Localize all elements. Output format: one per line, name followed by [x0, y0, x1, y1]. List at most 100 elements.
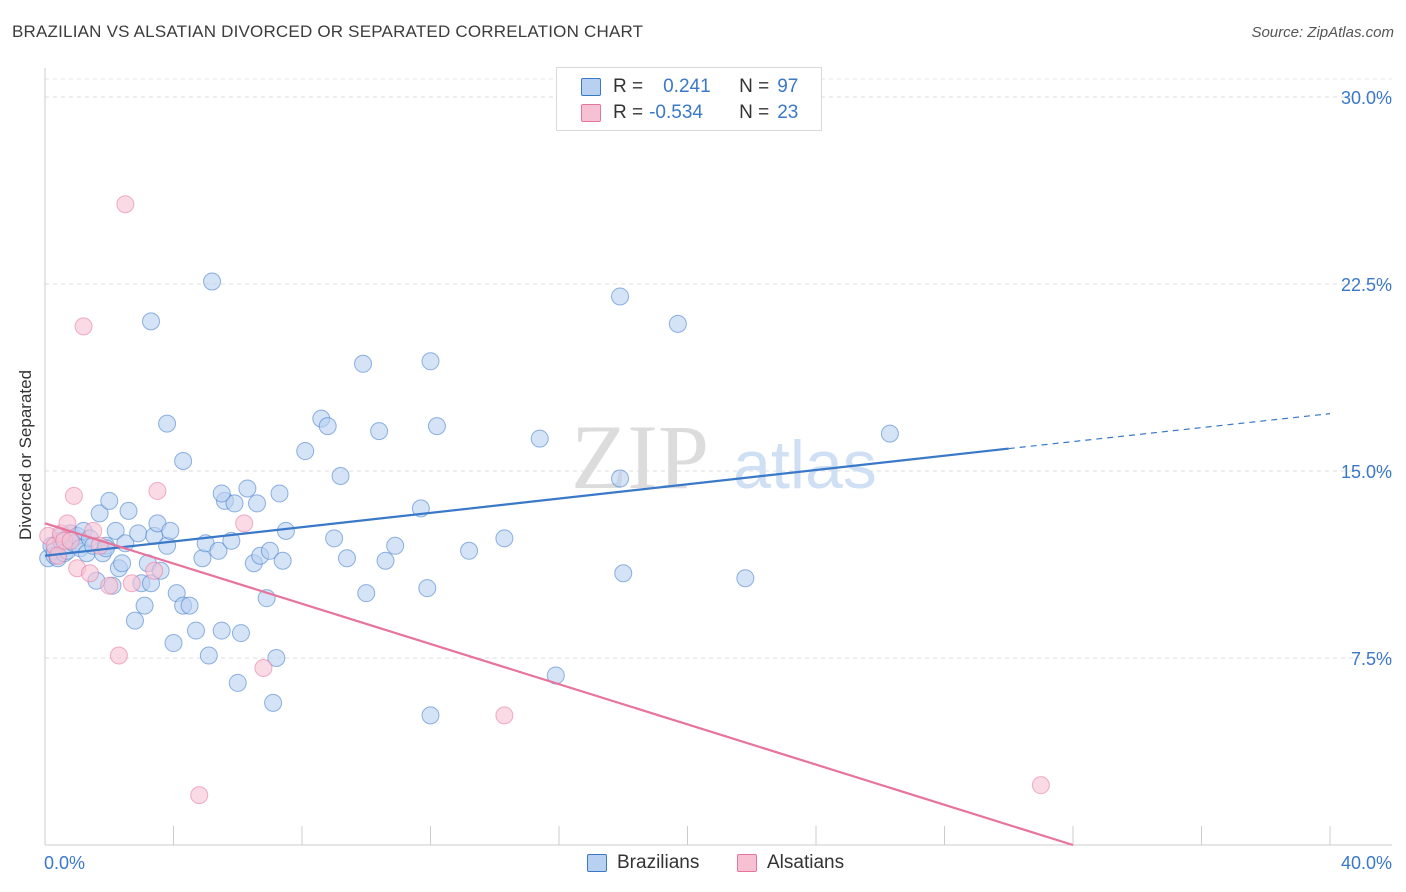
alsatians-point: [116, 195, 135, 214]
brazilians-point: [113, 554, 132, 573]
brazilians-point: [125, 611, 144, 630]
series-alsatians-points: [39, 195, 1050, 805]
brazilians-point: [231, 624, 250, 643]
brazilians-point: [186, 621, 205, 640]
alsatians-point: [122, 574, 141, 593]
brazilians-point: [421, 352, 440, 371]
alsatians-point: [100, 576, 119, 595]
y-tick-label: 30.0%: [1341, 88, 1392, 108]
series-legend: Brazilians Alsatians: [0, 852, 1406, 878]
n-label: N =: [739, 76, 770, 97]
brazilians-point: [212, 484, 231, 503]
n-value: 97: [777, 76, 799, 97]
brazilians-point: [193, 549, 212, 568]
x-tick-label: 0.0%: [44, 853, 85, 873]
y-tick-label: 15.0%: [1341, 462, 1392, 482]
brazilians-point: [530, 429, 549, 448]
brazilians-swatch: [587, 854, 607, 872]
alsatians-swatch: [737, 854, 757, 872]
brazilians-point: [325, 529, 344, 548]
brazilians-point: [460, 541, 479, 560]
brazilians-swatch: [581, 78, 601, 96]
alsatians-point: [58, 514, 77, 533]
brazilians-point: [273, 551, 292, 570]
alsatians-point: [145, 561, 164, 580]
n-value: 23: [777, 102, 799, 123]
legend-item-alsatians: Alsatians: [737, 852, 844, 874]
brazilians-point: [161, 521, 180, 540]
alsatians-point: [109, 646, 128, 665]
legend-alsatians-label: Alsatians: [767, 852, 845, 873]
y-tick-label: 7.5%: [1351, 649, 1392, 669]
brazilians-point: [386, 536, 405, 555]
brazilians-point: [225, 494, 244, 513]
brazilians-point: [331, 466, 350, 485]
alsatians-point: [74, 317, 93, 336]
brazilians-point: [611, 287, 630, 306]
brazilians-trend-extension: [1008, 413, 1331, 450]
alsatians-point: [190, 786, 209, 805]
legend-item-brazilians: Brazilians: [587, 852, 699, 874]
n-label: N =: [739, 102, 770, 123]
brazilians-point: [209, 541, 228, 560]
legend-row-brazilians: R = 0.241 N = 97: [581, 75, 798, 99]
legend-brazilians-label: Brazilians: [617, 852, 700, 873]
brazilians-point: [354, 354, 373, 373]
brazilians-point: [199, 646, 218, 665]
y-tick-label: 22.5%: [1341, 275, 1392, 295]
brazilians-point: [276, 521, 295, 540]
brazilians-point: [880, 424, 899, 443]
brazilians-point: [180, 596, 199, 615]
brazilians-point: [370, 422, 389, 441]
alsatians-point: [495, 706, 514, 725]
brazilians-point: [90, 504, 109, 523]
brazilians-point: [614, 564, 633, 583]
brazilians-point: [106, 521, 125, 540]
legend-row-alsatians: R = -0.534 N = 23: [581, 101, 798, 125]
source-label: Source: ZipAtlas.com: [1251, 24, 1394, 41]
r-value: -0.534: [649, 102, 703, 123]
grid-lines: [45, 78, 1392, 659]
brazilians-point: [270, 484, 289, 503]
brazilians-point: [100, 491, 119, 510]
brazilians-point: [337, 549, 356, 568]
brazilians-point: [736, 569, 755, 588]
chart-title: BRAZILIAN VS ALSATIAN DIVORCED OR SEPARA…: [12, 22, 644, 41]
brazilians-trend-line: [44, 447, 1009, 557]
brazilians-point: [418, 579, 437, 598]
series-brazilians-points: [39, 272, 899, 725]
brazilians-point: [267, 649, 286, 667]
alsatians-point: [148, 481, 167, 500]
brazilians-point: [158, 414, 177, 433]
brazilians-point: [174, 452, 193, 471]
brazilians-point: [296, 442, 315, 461]
brazilians-point: [142, 312, 161, 331]
alsatians-point: [254, 658, 273, 677]
watermark-zip: ZIP: [571, 406, 709, 508]
brazilians-point: [668, 314, 687, 333]
brazilians-point: [238, 479, 257, 498]
brazilians-point: [421, 706, 440, 725]
alsatians-trend-line: [44, 522, 1074, 847]
x-tick-label: 40.0%: [1341, 853, 1392, 873]
brazilians-point: [427, 417, 446, 436]
alsatians-swatch: [581, 104, 601, 122]
alsatians-point: [235, 514, 254, 533]
brazilians-point: [495, 529, 514, 548]
r-label: R =: [613, 76, 644, 97]
alsatians-point: [1031, 776, 1050, 795]
brazilians-point: [260, 541, 279, 560]
brazilians-point: [158, 536, 177, 555]
brazilians-point: [228, 673, 247, 692]
brazilians-point: [129, 524, 148, 543]
brazilians-point: [203, 272, 222, 291]
alsatians-point: [61, 531, 80, 550]
trend-lines: [44, 413, 1331, 847]
brazilians-point: [318, 417, 337, 436]
tick-labels: 7.5% 15.0% 22.5% 30.0% 0.0% 40.0%: [44, 88, 1392, 873]
r-value: 0.241: [663, 76, 711, 97]
brazilians-point: [119, 501, 138, 520]
brazilians-point: [135, 596, 154, 615]
watermark: ZIP atlas: [571, 406, 877, 508]
